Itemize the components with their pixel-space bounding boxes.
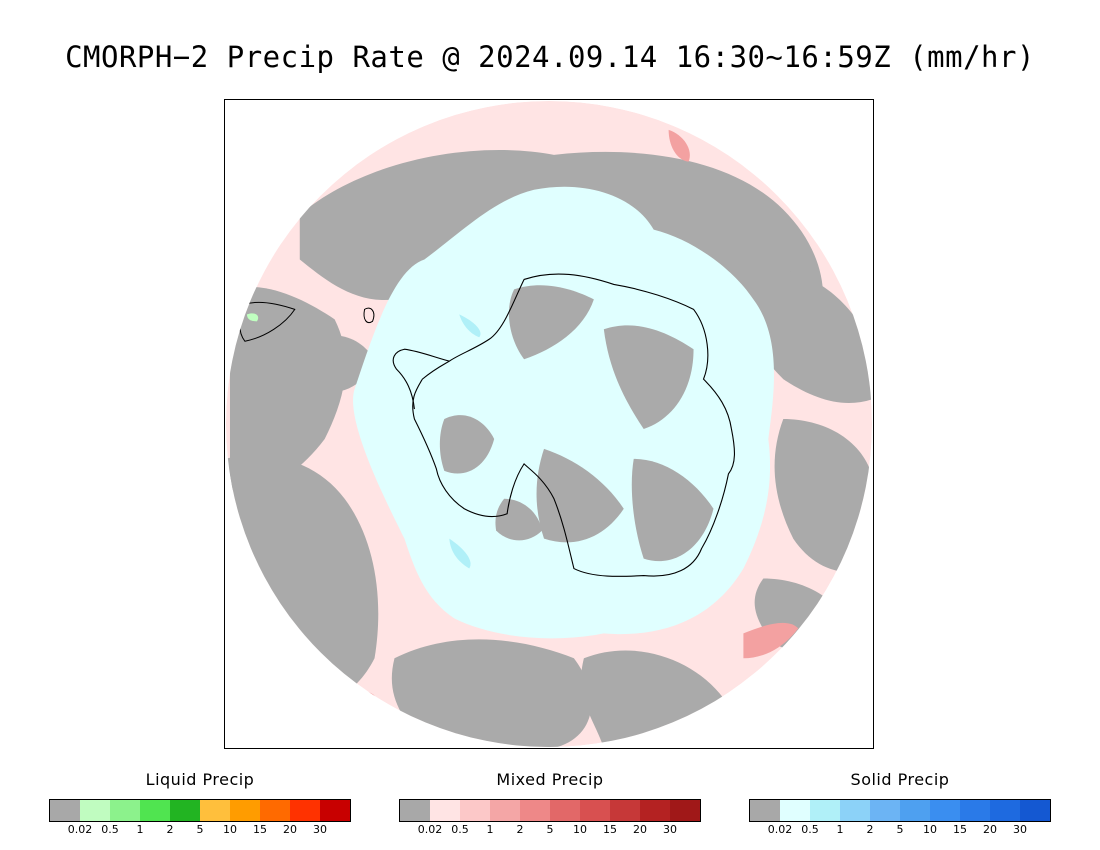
legend-swatch	[610, 800, 640, 821]
legend-color-bar	[49, 799, 351, 822]
legend-swatch	[870, 800, 900, 821]
legend-title: Liquid Precip	[145, 770, 255, 789]
legend-swatch	[260, 800, 290, 821]
legend-swatch	[290, 800, 320, 821]
legend-tick-label: 20	[983, 823, 997, 836]
legend-tick-label: 10	[223, 823, 237, 836]
legend-swatch	[840, 800, 870, 821]
legend-swatch	[170, 800, 200, 821]
legend-swatch	[50, 800, 80, 821]
legend-tick-label: 30	[313, 823, 327, 836]
legend-tick-label: 0.02	[67, 823, 93, 836]
legend-tick-label: 2	[166, 823, 174, 836]
antarctic-peninsula-coastline	[392, 348, 450, 410]
legend-title: Mixed Precip	[496, 770, 604, 789]
legend-tick-label: 20	[283, 823, 297, 836]
polar-precip-map	[225, 100, 873, 748]
legend-tick-label: 0.5	[451, 823, 469, 836]
legend-tick-label: 1	[486, 823, 494, 836]
antarctica-coastline	[412, 273, 735, 577]
legend-tick-label: 15	[953, 823, 967, 836]
legend-tick-label: 5	[896, 823, 904, 836]
legend-swatch	[580, 800, 610, 821]
legend-tick-label: 20	[633, 823, 647, 836]
legend-swatch	[460, 800, 490, 821]
legend-swatch	[550, 800, 580, 821]
legend-swatch	[320, 800, 350, 821]
legend-swatch	[230, 800, 260, 821]
legend-tick-label: 30	[663, 823, 677, 836]
legend-swatch	[750, 800, 780, 821]
legend-swatch	[400, 800, 430, 821]
legend-swatch	[140, 800, 170, 821]
legend-tick-label: 1	[836, 823, 844, 836]
legend-tick-label: 10	[923, 823, 937, 836]
legend-swatch	[900, 800, 930, 821]
legend-tick-label: 5	[546, 823, 554, 836]
legend-swatch	[110, 800, 140, 821]
legend-tick-label: 0.5	[801, 823, 819, 836]
legend-title: Solid Precip	[850, 770, 950, 789]
legend-tick-label: 2	[866, 823, 874, 836]
legend-tick-label: 0.02	[767, 823, 793, 836]
legend-swatch	[1020, 800, 1050, 821]
legend-tick-label: 5	[196, 823, 204, 836]
south-georgia-coastline	[363, 307, 375, 324]
legend-liquid-precip: Liquid Precip 0.02 0.5 1 2 5 10 15 20 30	[49, 770, 351, 840]
legend-swatch	[930, 800, 960, 821]
legend-swatch	[640, 800, 670, 821]
legend-tick-label: 1	[136, 823, 144, 836]
south-america-liquid-precip	[246, 313, 259, 322]
legend-swatch	[780, 800, 810, 821]
legend-tick-label: 0.02	[417, 823, 443, 836]
legend-tick-label: 0.5	[101, 823, 119, 836]
polar-map-frame	[224, 99, 874, 749]
legend-swatch	[810, 800, 840, 821]
legend-tick-label: 2	[516, 823, 524, 836]
legend-swatch	[200, 800, 230, 821]
legend-tick-label: 10	[573, 823, 587, 836]
legend-mixed-precip: Mixed Precip 0.02 0.5 1 2 5 10 15 20 30	[399, 770, 701, 840]
legend-swatch	[960, 800, 990, 821]
legend-tick-label: 15	[603, 823, 617, 836]
legend-swatch	[490, 800, 520, 821]
legend-solid-precip: Solid Precip 0.02 0.5 1 2 5 10 15 20 30	[749, 770, 1051, 840]
legend-swatch	[80, 800, 110, 821]
chart-title: CMORPH−2 Precip Rate @ 2024.09.14 16:30∼…	[65, 40, 1035, 74]
legend-tick-label: 15	[253, 823, 267, 836]
continent-no-precip-streaks	[439, 285, 714, 562]
legend-color-bar	[399, 799, 701, 822]
legend-color-bar	[749, 799, 1051, 822]
legend-tick-labels: 0.02 0.5 1 2 5 10 15 20 30	[749, 823, 1051, 837]
legend-tick-labels: 0.02 0.5 1 2 5 10 15 20 30	[49, 823, 351, 837]
legend-tick-labels: 0.02 0.5 1 2 5 10 15 20 30	[399, 823, 701, 837]
legend-swatch	[990, 800, 1020, 821]
legend-tick-label: 30	[1013, 823, 1027, 836]
legend-swatch	[430, 800, 460, 821]
legend-swatch	[670, 800, 700, 821]
legend-swatch	[520, 800, 550, 821]
